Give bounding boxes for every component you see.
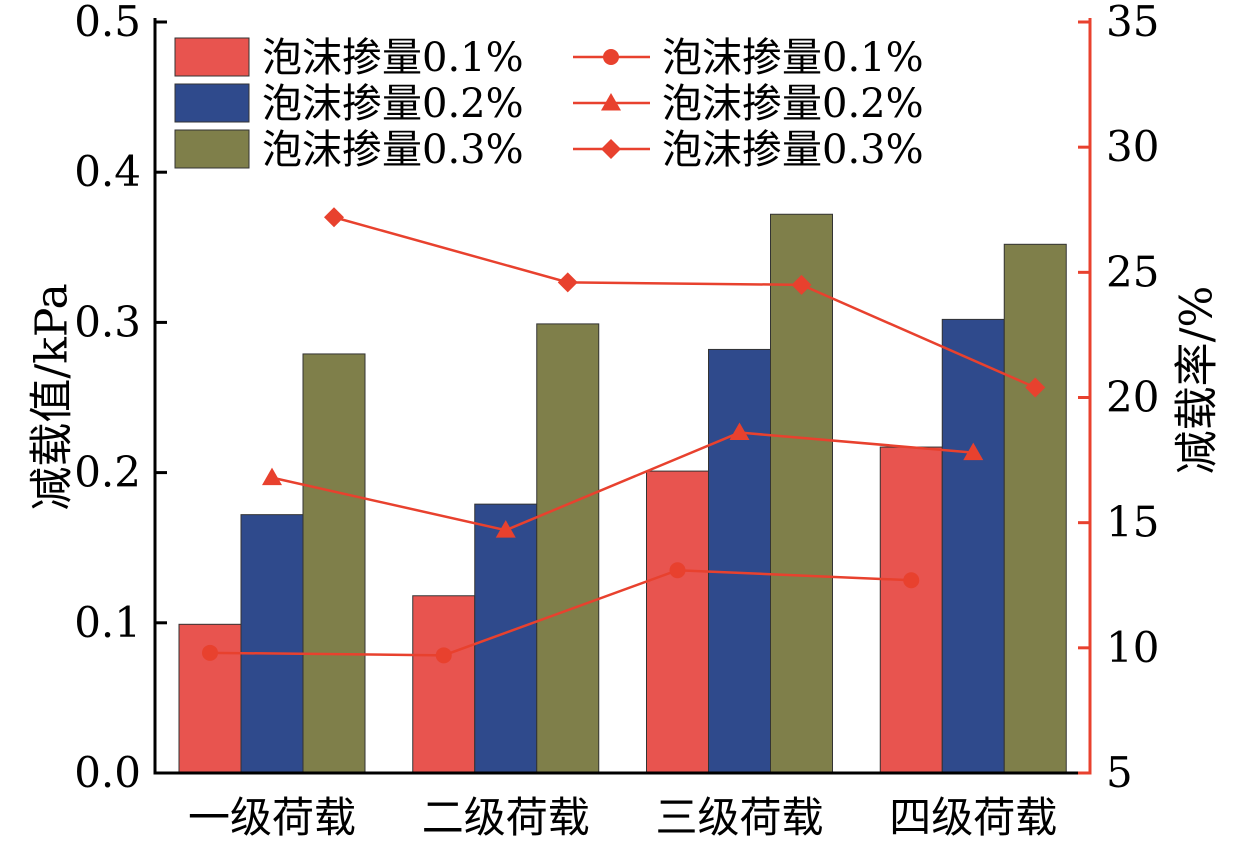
bar-s2-c2 [474,503,538,774]
y-right-tick-label: 20 [1106,373,1159,422]
legend-swatch [174,37,250,77]
y-right-tick-label: 35 [1106,0,1159,46]
line-series-3 [333,216,1036,389]
x-category-label: 四级荷载 [889,793,1057,842]
line-point-s2-c3 [729,422,750,441]
y-right-tick-label: 10 [1106,623,1159,672]
line-point-s1-c3 [669,562,686,579]
lines-layer [202,207,1046,664]
y-right-tick-label: 15 [1106,498,1159,547]
y-right-tick-label: 25 [1106,247,1159,296]
y-right-tick-label: 30 [1106,122,1159,171]
bar-s3-c3 [770,213,833,774]
legend-marker [601,93,621,111]
line-point-s1-c4 [903,572,920,589]
bar-s2-c4 [941,318,1005,774]
y-left-tick-label: 0.3 [74,297,141,346]
line-point-s1-c1 [202,644,218,661]
legend-label: 泡沫掺量0.2% [262,81,524,127]
y-left-tick-label: 0.5 [74,0,141,46]
legend-label: 泡沫掺量0.3% [262,127,524,173]
x-category-label: 二级荷载 [422,793,590,842]
bar-s2-c3 [708,348,771,774]
legend-label: 泡沫掺量0.1% [262,35,524,81]
y-left-tick-label: 0.2 [74,448,141,497]
bar-s3-c1 [302,353,366,774]
legend-label: 泡沫掺量0.2% [662,81,924,127]
bars-layer [178,213,1067,774]
bar-s1-c3 [646,470,709,774]
line-point-s3-c3 [791,274,812,295]
line-point-s2-c1 [262,467,282,486]
legend-swatch [174,83,250,123]
line-point-s2-c4 [963,442,984,461]
bar-s1-c4 [879,446,943,774]
x-category-label: 三级荷载 [655,793,823,842]
bar-s2-c1 [240,514,304,774]
line-point-s3-c2 [557,272,578,293]
line-series-1 [209,568,912,657]
axes-layer: 0.0 0.1 0.2 0.3 0.4 0.5 5 10 15 20 25 30 35 一级荷载 二级荷载 三… [74,0,1159,842]
y-left-tick-label: 0.4 [74,147,141,196]
bar-s3-c4 [1003,243,1067,774]
legend-swatch [174,129,250,169]
legend-label: 泡沫掺量0.1% [662,35,924,81]
line-point-s3-c1 [324,207,344,228]
x-category-label: 一级荷载 [188,793,356,842]
bar-s3-c2 [536,323,600,774]
line-point-s2-c2 [495,520,516,538]
y-right-tick-label: 5 [1106,748,1133,797]
bar-s1-c2 [412,595,476,774]
line-series-2 [271,431,974,532]
line-point-s3-c4 [1025,377,1046,398]
legend-marker [601,139,621,159]
legend: 泡沫掺量0.1%泡沫掺量0.2%泡沫掺量0.3%泡沫掺量0.1%泡沫掺量0.2%… [174,35,924,173]
y-left-axis-title: 减载值/kPa [27,283,78,510]
line-point-s1-c2 [435,647,452,664]
y-right-axis-title: 减载率/% [1172,286,1223,475]
y-left-tick-label: 0.0 [74,748,141,797]
y-left-tick-label: 0.1 [74,598,141,647]
legend-marker [603,49,619,65]
legend-label: 泡沫掺量0.3% [662,127,924,173]
